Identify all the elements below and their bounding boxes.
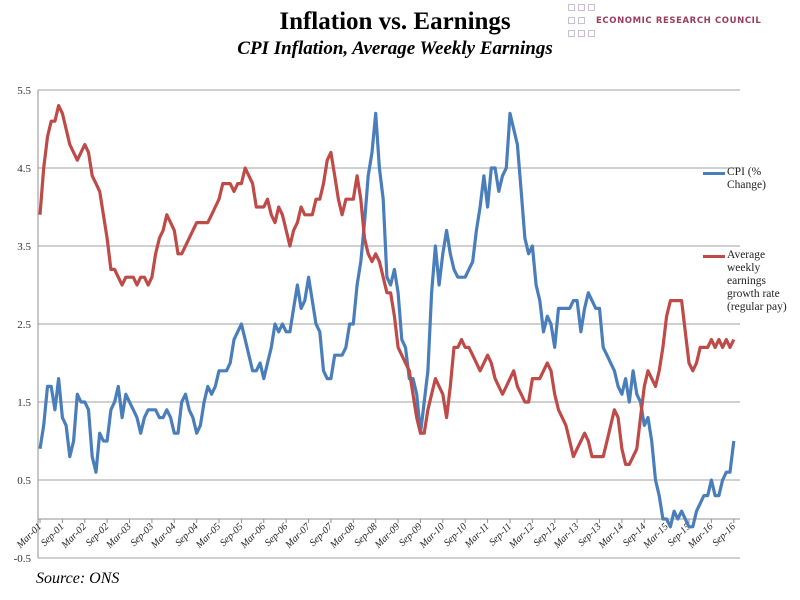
series-line-earnings [38, 103, 736, 466]
legend-swatch-earnings [703, 255, 725, 258]
y-tick-label: 2.5 [17, 319, 31, 331]
x-tick-label: Mar-08 [327, 521, 357, 551]
x-tick-label: Mar-03 [104, 521, 134, 551]
x-tick-label: Mar-13 [551, 521, 581, 551]
economic-research-council-logo: ECONOMIC RESEARCH COUNCIL [568, 4, 800, 38]
y-tick-label: 3.5 [17, 241, 31, 253]
x-tick-label: Mar-06 [238, 521, 268, 551]
x-tick-label: Mar-10 [417, 521, 447, 551]
chart-title: Inflation vs. Earnings [279, 8, 511, 35]
y-tick-label: -0.5 [14, 553, 32, 565]
x-tick-label: Mar-05 [193, 521, 223, 551]
x-tick-label: Mar-04 [148, 521, 178, 551]
legend-text-line: (regular pay) [727, 301, 787, 313]
x-tick-label: Mar-02 [59, 521, 89, 551]
source-note: Source: ONS [36, 570, 120, 587]
series-line-cpi [38, 111, 736, 529]
y-tick-label: 0.5 [17, 475, 31, 487]
legend-label-cpi: CPI (% Change) [727, 166, 800, 192]
legend-text-line: Average [727, 249, 766, 261]
legend-text-line: weekly [727, 262, 761, 274]
y-tick-label: 1.5 [17, 397, 31, 409]
x-tick-label: Mar-07 [283, 521, 314, 552]
legend-text-line: growth rate [727, 288, 780, 300]
x-tick-label: Mar-11 [462, 521, 491, 550]
legend-text-line: CPI (% [727, 166, 762, 178]
x-tick-label: Mar-12 [507, 521, 537, 551]
legend-swatch-cpi [703, 172, 725, 175]
x-tick-label: Mar-14 [596, 521, 626, 551]
legend-text-line: earnings [727, 275, 766, 287]
y-tick-label: 4.5 [17, 163, 31, 175]
x-tick-label: Sep-16 [710, 521, 737, 548]
legend-text-line: Change) [727, 179, 766, 191]
logo-text: ECONOMIC RESEARCH COUNCIL [596, 16, 762, 26]
x-tick-label: Mar-09 [372, 521, 402, 551]
chart-subtitle: CPI Inflation, Average Weekly Earnings [237, 38, 553, 59]
legend-label-earnings: Average weekly earnings growth rate (regular… [727, 249, 800, 314]
y-tick-label: 5.5 [17, 85, 31, 97]
x-tick-label: Mar-15 [641, 521, 671, 551]
x-tick-label: Mar-01 [14, 521, 44, 551]
